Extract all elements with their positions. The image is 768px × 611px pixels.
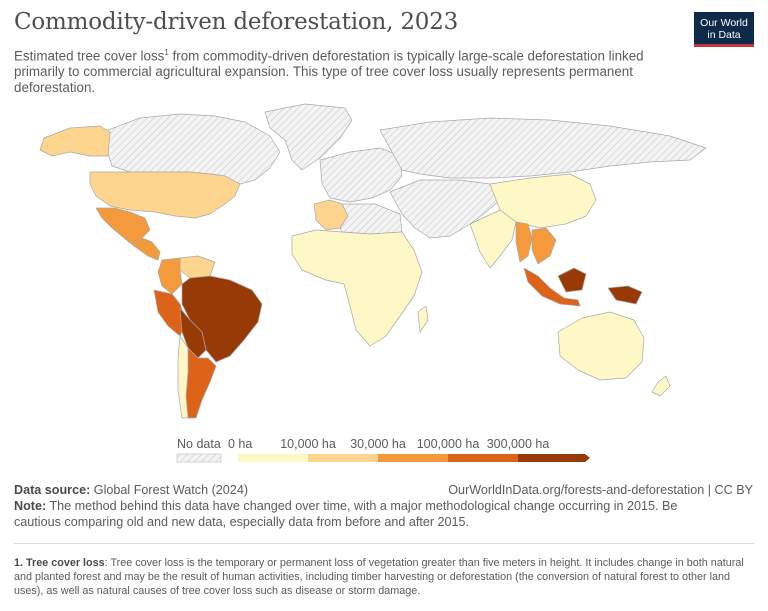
map-legend: No data 0 ha 10,000 ha 30,000 ha 100,000… bbox=[176, 437, 590, 463]
region-middle-east[interactable] bbox=[389, 179, 501, 239]
region-united-states[interactable] bbox=[89, 171, 241, 219]
region-central-america[interactable] bbox=[133, 237, 161, 261]
logo-line-1: Our World bbox=[700, 17, 748, 29]
page-title: Commodity-driven deforestation, 2023 bbox=[14, 9, 459, 35]
region-indonesia[interactable] bbox=[523, 267, 581, 307]
region-venezuela[interactable] bbox=[179, 255, 216, 279]
note-label: Note: bbox=[14, 499, 47, 513]
subtitle-text-rest: from commodity-driven deforestation is t… bbox=[14, 48, 644, 96]
world-map bbox=[39, 103, 707, 419]
legend-label-2: 30,000 ha bbox=[350, 437, 406, 451]
logo-line-2: in Data bbox=[707, 29, 741, 41]
legend-label-1: 10,000 ha bbox=[280, 437, 336, 451]
region-new-zealand[interactable] bbox=[651, 375, 671, 397]
footer-divider bbox=[14, 543, 754, 544]
region-argentina[interactable] bbox=[185, 347, 217, 419]
owid-logo[interactable]: Our World in Data bbox=[694, 12, 754, 47]
region-canada[interactable] bbox=[105, 113, 281, 185]
region-europe[interactable] bbox=[319, 147, 403, 203]
legend-no-data-swatch[interactable] bbox=[176, 453, 222, 463]
region-colombia[interactable] bbox=[157, 257, 183, 295]
note: Note: The method behind this data have c… bbox=[14, 499, 714, 530]
legend-label-4: 300,000 ha bbox=[487, 437, 550, 451]
legend-bin-3[interactable] bbox=[448, 454, 518, 462]
region-alaska[interactable] bbox=[39, 125, 111, 157]
footnote-text: : Tree cover loss is the temporary or pe… bbox=[14, 557, 744, 597]
note-text: The method behind this data have changed… bbox=[14, 499, 678, 529]
region-chile[interactable] bbox=[177, 335, 189, 419]
legend-bin-4[interactable] bbox=[518, 454, 590, 462]
data-source-label: Data source: bbox=[14, 483, 91, 497]
footnote-marker[interactable]: 1 bbox=[164, 48, 169, 57]
legend-bin-0[interactable] bbox=[238, 454, 308, 462]
legend-bin-2[interactable] bbox=[378, 454, 448, 462]
region-africa[interactable] bbox=[291, 229, 423, 347]
region-myanmar[interactable] bbox=[515, 221, 533, 263]
data-source: Data source: Global Forest Watch (2024) bbox=[14, 483, 248, 497]
legend-no-data-label: No data bbox=[177, 437, 221, 451]
subtitle-text: Estimated tree cover loss bbox=[14, 48, 165, 64]
region-thailand[interactable] bbox=[531, 227, 557, 265]
legend-label-3: 100,000 ha bbox=[417, 437, 480, 451]
region-india[interactable] bbox=[469, 209, 517, 269]
region-north-africa[interactable] bbox=[339, 203, 403, 235]
legend-bin-1[interactable] bbox=[308, 454, 378, 462]
region-bolivia-paraguay[interactable] bbox=[179, 307, 207, 359]
footnote: 1. Tree cover loss: Tree cover loss is t… bbox=[14, 556, 754, 598]
region-papua[interactable] bbox=[607, 285, 643, 305]
region-madagascar[interactable] bbox=[417, 305, 429, 333]
legend-scale: 0 ha 10,000 ha 30,000 ha 100,000 ha 300,… bbox=[228, 437, 590, 462]
data-source-text[interactable]: Global Forest Watch (2024) bbox=[90, 483, 249, 497]
region-russia[interactable] bbox=[379, 117, 707, 179]
source-url[interactable]: OurWorldInData.org/forests-and-deforesta… bbox=[448, 483, 753, 497]
subtitle: Estimated tree cover loss1 from commodit… bbox=[14, 45, 654, 96]
region-australia[interactable] bbox=[557, 311, 645, 381]
region-borneo[interactable] bbox=[557, 267, 587, 293]
legend-label-0: 0 ha bbox=[228, 437, 252, 451]
region-greenland[interactable] bbox=[264, 103, 353, 171]
footnote-label: 1. Tree cover loss bbox=[14, 557, 105, 569]
